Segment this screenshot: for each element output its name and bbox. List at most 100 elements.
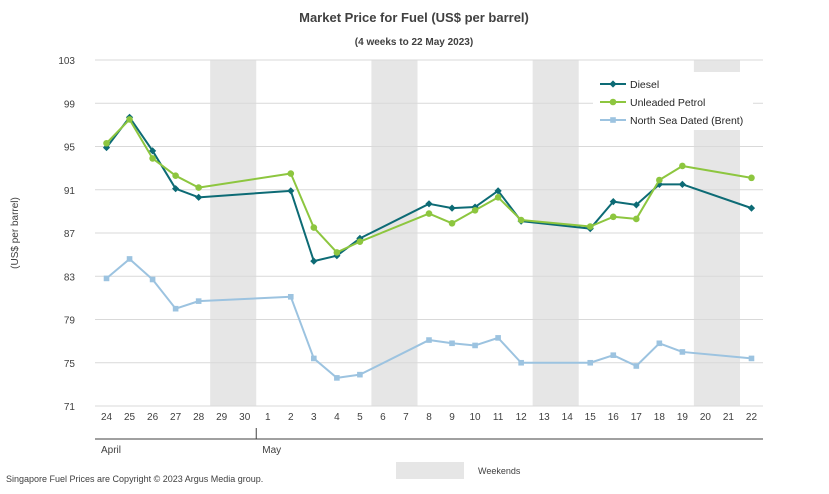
data-point xyxy=(103,275,110,282)
month-axis: April May xyxy=(95,428,763,456)
month-label: April xyxy=(101,445,121,456)
x-tick-label: 21 xyxy=(723,412,735,423)
data-point xyxy=(656,340,663,347)
data-point xyxy=(425,210,433,217)
x-tick-label: 29 xyxy=(216,412,228,423)
x-tick-label: 27 xyxy=(170,412,182,423)
x-tick-label: 6 xyxy=(380,412,386,423)
chart-title: Market Price for Fuel (US$ per barrel) xyxy=(299,10,529,25)
data-point xyxy=(472,342,478,349)
y-tick-label: 99 xyxy=(64,99,76,110)
y-tick-label: 79 xyxy=(64,316,76,327)
data-point xyxy=(425,200,433,208)
data-point xyxy=(287,187,295,195)
x-tick-label: 14 xyxy=(562,412,574,423)
weekend-key: Weekends xyxy=(396,462,521,479)
copyright-text: Singapore Fuel Prices are Copyright © 20… xyxy=(6,474,263,484)
data-point xyxy=(148,147,157,155)
data-point xyxy=(610,352,617,358)
data-point xyxy=(172,305,179,312)
data-point xyxy=(449,340,455,347)
data-point xyxy=(471,206,479,214)
series-lines xyxy=(102,113,756,381)
data-point xyxy=(518,359,524,366)
x-tick-label: 3 xyxy=(311,412,317,423)
y-axis-label: (US$ per barrel) xyxy=(10,197,21,269)
data-point xyxy=(126,256,133,262)
y-tick-label: 103 xyxy=(58,56,75,67)
y-tick-label: 75 xyxy=(64,359,76,370)
data-point xyxy=(748,355,755,362)
legend-marker-2 xyxy=(610,117,616,123)
data-point xyxy=(356,238,364,245)
x-tick-label: 24 xyxy=(101,412,113,423)
y-tick-label: 95 xyxy=(64,143,76,154)
data-point xyxy=(678,180,686,188)
chart-subtitle: (4 weeks to 22 May 2023) xyxy=(355,37,473,48)
data-point xyxy=(494,194,502,201)
data-point xyxy=(103,139,110,147)
x-tick-label: 16 xyxy=(608,412,620,423)
y-tick-label: 83 xyxy=(64,272,76,283)
data-point xyxy=(609,198,617,206)
x-tick-label: 12 xyxy=(516,412,528,423)
data-point xyxy=(149,276,156,283)
x-tick-label: 7 xyxy=(403,412,409,423)
data-point xyxy=(334,375,340,381)
y-tick-label: 91 xyxy=(64,186,76,197)
legend: Diesel Unleaded Petrol North Sea Dated (Br… xyxy=(593,72,753,130)
data-point xyxy=(310,224,318,231)
data-point xyxy=(448,204,456,212)
data-point xyxy=(311,355,317,362)
data-point xyxy=(609,213,617,221)
data-point xyxy=(679,349,686,355)
series-line-1 xyxy=(105,118,752,254)
y-tick-label: 87 xyxy=(64,229,76,240)
legend-entry: Unleaded Petrol xyxy=(630,97,705,109)
x-tick-label: 22 xyxy=(746,412,758,423)
data-point xyxy=(287,170,295,177)
x-tick-label: 26 xyxy=(147,412,159,423)
data-point xyxy=(172,185,180,193)
x-tick-label: 20 xyxy=(700,412,712,423)
x-tick-label: 11 xyxy=(493,412,504,423)
data-point xyxy=(586,223,594,230)
data-point xyxy=(357,371,363,378)
x-tick-label: 4 xyxy=(334,412,340,423)
series-line-2 xyxy=(105,257,752,379)
x-tick-label: 30 xyxy=(239,412,251,423)
x-tick-label: 13 xyxy=(539,412,551,423)
x-tick-label: 10 xyxy=(470,412,482,423)
legend-entry: Diesel xyxy=(630,79,659,91)
data-point xyxy=(195,298,202,304)
legend-marker-0 xyxy=(609,80,617,88)
x-tick-label: 8 xyxy=(426,412,432,423)
data-point xyxy=(195,193,203,201)
data-point xyxy=(747,204,756,212)
y-tick-label: 71 xyxy=(64,402,76,413)
series-1 xyxy=(103,116,755,256)
month-label: May xyxy=(262,445,281,456)
data-point xyxy=(149,155,156,162)
x-tick-label: 17 xyxy=(631,412,643,423)
x-tick-label: 18 xyxy=(654,412,666,423)
data-point xyxy=(310,257,318,265)
data-point xyxy=(633,363,640,369)
x-tick-label: 28 xyxy=(193,412,205,423)
x-tick-label: 2 xyxy=(288,412,294,423)
x-tick-label: 15 xyxy=(585,412,597,423)
data-point xyxy=(494,187,502,195)
legend-entry: North Sea Dated (Brent) xyxy=(630,115,743,127)
data-point xyxy=(426,337,432,343)
legend-marker-1 xyxy=(609,98,617,106)
x-tick-label: 25 xyxy=(124,412,136,423)
data-point xyxy=(748,174,755,182)
gridlines xyxy=(95,59,763,407)
data-point xyxy=(195,184,202,191)
data-point xyxy=(517,216,525,224)
data-point xyxy=(448,219,456,227)
data-point xyxy=(632,201,640,209)
data-point xyxy=(656,176,663,184)
x-tick-label: 19 xyxy=(677,412,689,423)
